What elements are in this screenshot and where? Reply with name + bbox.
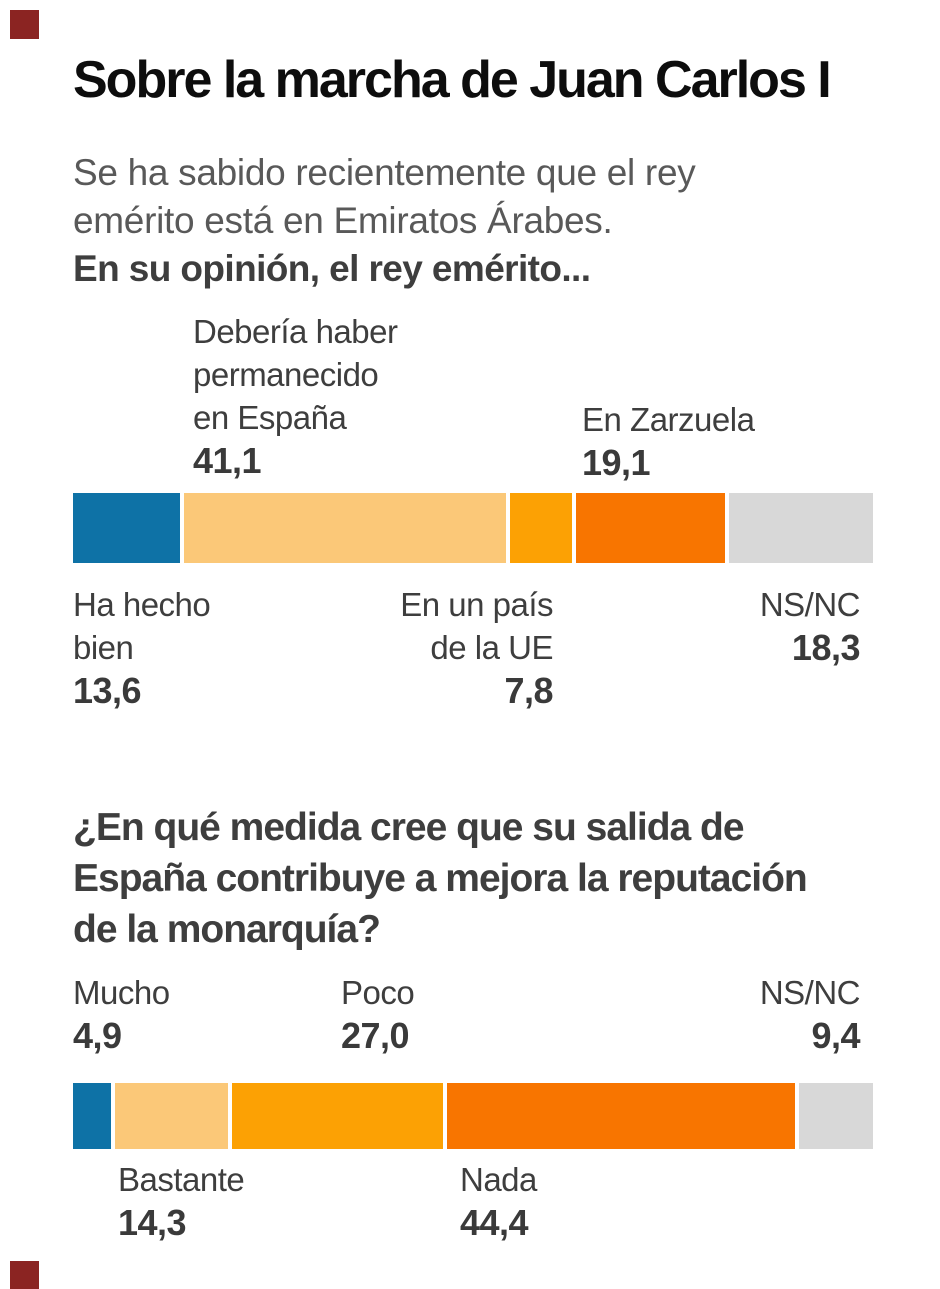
chart2-question: ¿En qué medida cree que su salida de Esp… xyxy=(73,802,903,955)
label-block-mucho: Mucho 4,9 xyxy=(73,971,170,1058)
value-label: 19,1 xyxy=(582,442,651,483)
bar-segment-mucho xyxy=(73,1083,112,1149)
category-label: Bastante xyxy=(118,1161,245,1198)
red-corner-marker-bottom xyxy=(10,1261,39,1289)
category-label: Nada xyxy=(460,1161,537,1198)
category-label: Mucho xyxy=(73,974,170,1011)
bar-segment-debería-haber-permanecido-en-españa xyxy=(183,493,507,563)
bar-segment-ha-hecho-bien xyxy=(73,493,180,563)
category-label: Debería haber xyxy=(193,313,398,350)
category-label: Poco xyxy=(341,974,415,1011)
category-label: NS/NC xyxy=(759,586,861,623)
label-block-deberia: Debería haber permanecido en España 41,1 xyxy=(193,310,398,483)
label-block-ha-hecho-bien: Ha hecho bien 13,6 xyxy=(73,583,211,713)
value-label: 7,8 xyxy=(504,670,553,711)
category-label: de la UE xyxy=(430,629,553,666)
stacked-bar-opinion xyxy=(73,493,873,563)
category-label: permanecido xyxy=(193,356,379,393)
chart1-question: En su opinión, el rey emérito... xyxy=(73,248,591,289)
intro-line-1: Se ha sabido recientemente que el rey xyxy=(73,152,696,193)
stacked-bar-reputacion xyxy=(73,1083,874,1149)
label-block-poco: Poco 27,0 xyxy=(341,971,415,1058)
value-label: 4,9 xyxy=(73,1015,122,1056)
value-label: 9,4 xyxy=(811,1015,860,1056)
question2-line-1: ¿En qué medida cree que su salida de xyxy=(73,806,745,850)
value-label: 18,3 xyxy=(791,627,861,668)
value-label: 13,6 xyxy=(73,670,142,711)
category-label: en España xyxy=(193,399,347,436)
intro-line-2: emérito está en Emiratos Árabes. xyxy=(73,200,613,241)
category-label: Ha hecho xyxy=(73,586,211,623)
intro-paragraph: Se ha sabido recientemente que el rey em… xyxy=(73,149,893,293)
category-label: NS/NC xyxy=(759,974,861,1011)
bar-segment-bastante xyxy=(115,1083,228,1149)
label-block-zarzuela: En Zarzuela 19,1 xyxy=(582,398,755,485)
red-corner-marker-top xyxy=(10,10,39,39)
bar-segment-en-un-país-de-la-ue xyxy=(510,493,572,563)
question2-line-2: España contribuye a mejora la reputación xyxy=(73,857,808,901)
value-label: 44,4 xyxy=(460,1202,529,1243)
value-label: 14,3 xyxy=(118,1202,187,1243)
page-title: Sobre la marcha de Juan Carlos I xyxy=(73,50,832,109)
label-block-nsnc-2: NS/NC 9,4 xyxy=(660,971,861,1058)
category-label: bien xyxy=(73,629,134,666)
category-label: En Zarzuela xyxy=(582,401,755,438)
category-label: En un país xyxy=(400,586,553,623)
value-label: 27,0 xyxy=(341,1015,410,1056)
value-label: 41,1 xyxy=(193,440,262,481)
label-block-nsnc-1: NS/NC 18,3 xyxy=(660,583,861,670)
bar-segment-ns-nc xyxy=(799,1083,874,1149)
bar-segment-nada xyxy=(447,1083,796,1149)
bar-segment-ns-nc xyxy=(729,493,873,563)
label-block-bastante: Bastante 14,3 xyxy=(118,1158,245,1245)
bar-segment-en-zarzuela xyxy=(575,493,726,563)
label-block-nada: Nada 44,4 xyxy=(460,1158,537,1245)
bar-segment-poco xyxy=(231,1083,444,1149)
label-block-pais-ue: En un país de la UE 7,8 xyxy=(303,583,553,713)
question2-line-3: de la monarquía? xyxy=(73,908,381,952)
